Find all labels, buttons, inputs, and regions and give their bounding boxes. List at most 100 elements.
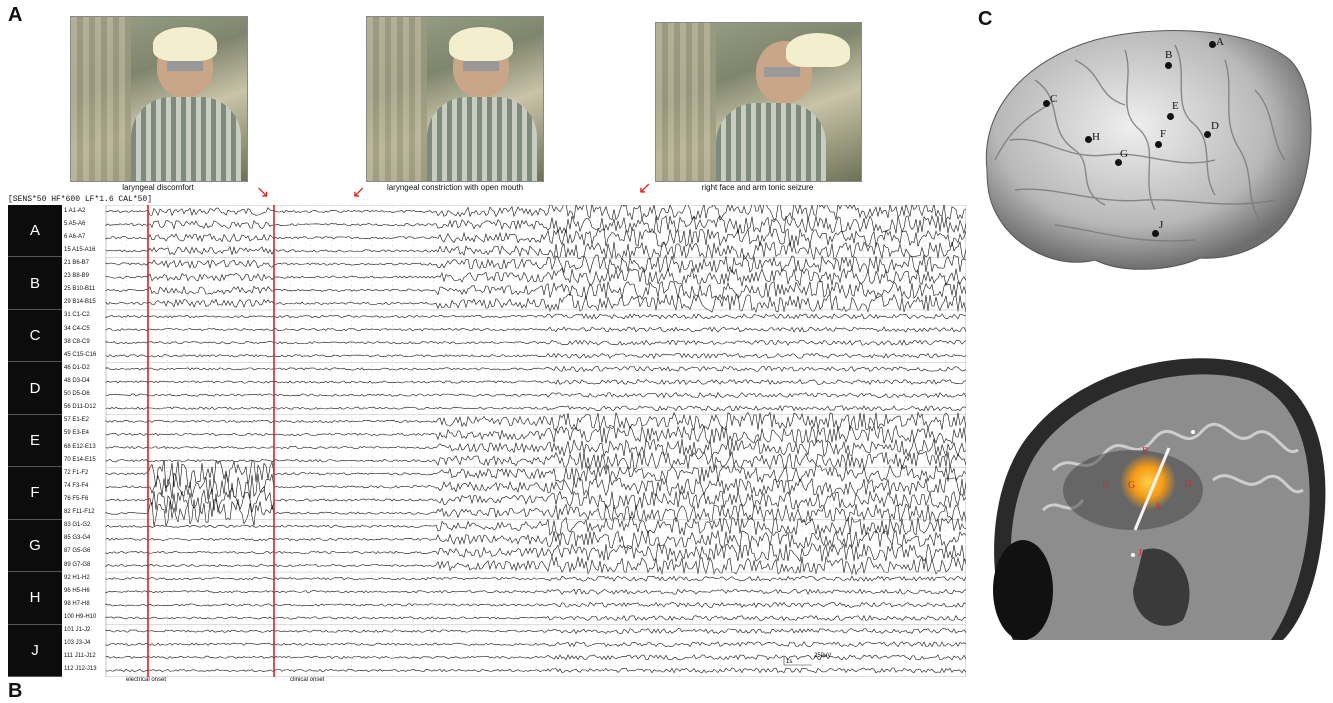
- eeg-trace: [105, 365, 966, 372]
- electrode-label-a: A: [1216, 36, 1224, 48]
- eeg-trace: [105, 280, 966, 301]
- eeg-settings-header: [SENS*50 HF*600 LF*1.6 CAL*50]: [8, 195, 153, 204]
- eeg-trace: [105, 667, 966, 674]
- channel-label: 72 F1-F2: [64, 469, 89, 476]
- channel-label: 103 J3-J4: [64, 640, 91, 647]
- electrode-dot: [1204, 131, 1211, 138]
- mri-electrode-label-h: H: [1102, 480, 1110, 491]
- eeg-trace: [105, 555, 966, 576]
- channel-label: 85 G3-G4: [64, 535, 91, 542]
- brain-3d-render: [985, 30, 1312, 270]
- panel-label-c: C: [978, 8, 993, 30]
- panel-label-b: B: [8, 680, 23, 702]
- eeg-trace: [105, 391, 966, 399]
- electrode-dot: [1085, 136, 1092, 143]
- channel-group-d: D: [8, 362, 62, 415]
- eeg-trace: [105, 267, 966, 287]
- electrode-label-c: C: [1050, 93, 1058, 105]
- channel-label: 5 A5-A6: [64, 220, 86, 227]
- scale-time-label: 1s: [786, 659, 792, 665]
- channel-label: 38 C8-C9: [64, 338, 90, 345]
- eeg-trace: [105, 228, 966, 248]
- photo-caption-3: right face and arm tonic seizure: [701, 183, 814, 192]
- eeg-trace: [105, 472, 966, 500]
- clinical-onset-label: clinical onset: [290, 677, 325, 683]
- channel-label: 34 C4-C5: [64, 325, 90, 332]
- eeg-trace: [105, 628, 966, 635]
- electrode-dot: [1043, 100, 1050, 107]
- electrode-label-j: J: [1159, 219, 1164, 231]
- channel-label: 74 F3-F4: [64, 482, 89, 489]
- channel-label: 68 E12-E13: [64, 443, 96, 450]
- electrode-dot: [1155, 141, 1162, 148]
- eeg-trace: [105, 339, 966, 346]
- channel-label: 70 E14-E15: [64, 456, 96, 463]
- channel-label: 45 C15-C16: [64, 351, 97, 358]
- eeg-trace: [105, 459, 966, 488]
- eeg-traces: 1s 250uV: [105, 205, 966, 677]
- channel-label: 96 H5-H6: [64, 587, 90, 594]
- electrode-dot: [1209, 41, 1216, 48]
- eeg-trace: [105, 499, 966, 527]
- eeg-trace: [105, 516, 966, 537]
- channel-group-e: E: [8, 414, 62, 468]
- channel-group-a: A: [8, 205, 62, 258]
- arrow-marker-3: ↙: [638, 180, 652, 197]
- panel-label-a: A: [8, 4, 23, 26]
- channel-label: 101 J1-J2: [64, 627, 91, 634]
- channel-group-j: J: [8, 624, 62, 677]
- eeg-trace: [105, 240, 966, 261]
- channel-group-h: H: [8, 572, 62, 625]
- electrode-dot: [1115, 159, 1122, 166]
- eeg-trace: [105, 601, 966, 608]
- arrow-marker-1: ↘: [256, 184, 270, 201]
- channel-label: 89 G7-G8: [64, 561, 91, 568]
- arrow-marker-2: ↙: [352, 184, 366, 201]
- channel-label: 82 F11-F12: [64, 509, 95, 516]
- electrode-label-b: B: [1165, 49, 1173, 61]
- channel-label: 25 B10-B11: [64, 286, 96, 293]
- eeg-trace: [105, 641, 966, 648]
- channel-label: 29 B14-B15: [64, 299, 96, 306]
- channel-group-f: F: [8, 467, 62, 520]
- eeg-trace: [105, 438, 966, 458]
- eeg-trace: [105, 654, 966, 661]
- eeg-trace: [105, 313, 966, 320]
- electrical-onset-label: electrical onset: [126, 677, 167, 683]
- eeg-trace: [105, 588, 966, 595]
- eeg-trace: [105, 450, 966, 471]
- eeg-trace: [105, 205, 966, 222]
- eeg-trace: [105, 293, 966, 314]
- eeg-trace: [105, 326, 966, 333]
- mri-electrode-label-d: D: [1184, 479, 1192, 490]
- electrode-label-f: F: [1160, 128, 1167, 140]
- eeg-trace: [105, 575, 966, 582]
- channel-label: 100 H9-H10: [64, 614, 97, 620]
- electrode-dot: [1165, 62, 1172, 69]
- electrode-dot: [1167, 113, 1174, 120]
- mri-electrode-label-g: G: [1128, 480, 1136, 491]
- electrode-dot: [1152, 230, 1159, 237]
- channel-label: 92 H1-H2: [64, 574, 90, 581]
- channel-label: 111 J11-J12: [64, 653, 96, 660]
- channel-label: 76 F5-F6: [64, 496, 89, 502]
- eeg-trace: [105, 214, 966, 234]
- photo-caption-1: laryngeal discomfort: [122, 183, 194, 192]
- electrode-label-d: D: [1211, 120, 1219, 132]
- scale-amp-label: 250uV: [814, 653, 831, 659]
- channel-group-b: B: [8, 257, 62, 310]
- video-still-3: [655, 22, 862, 182]
- mri-electrode-label-a: A: [1154, 502, 1162, 513]
- electrode-label-h: H: [1092, 131, 1100, 143]
- channel-label: 15 A15-A16: [64, 246, 96, 253]
- photo-caption-2: laryngeal constriction with open mouth: [386, 183, 524, 192]
- video-still-1: [70, 16, 248, 182]
- channel-label: 59 E3-E4: [64, 430, 90, 437]
- channel-label: 83 G1-G2: [64, 522, 91, 529]
- channel-label: 50 D5-D6: [64, 391, 90, 398]
- eeg-trace: [105, 405, 966, 412]
- eeg-trace: [105, 424, 966, 445]
- scale-bar: [783, 657, 812, 666]
- mri-electrode-label-j: J: [1138, 548, 1142, 559]
